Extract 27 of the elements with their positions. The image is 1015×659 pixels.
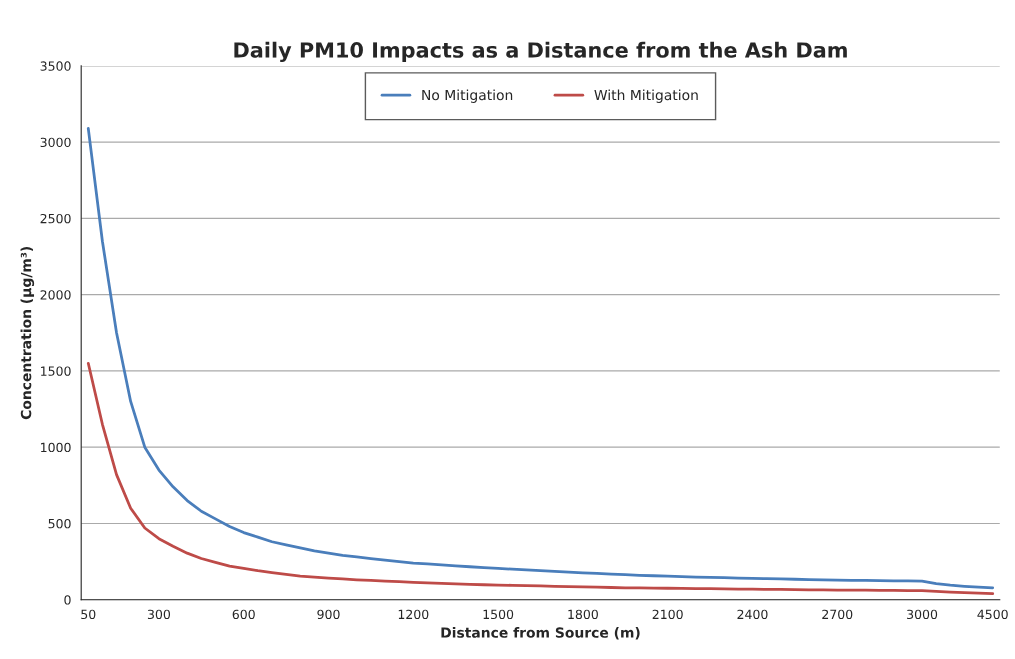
x-tick-label: 2400 [737,609,768,620]
y-tick-label: 3000 [40,137,71,148]
legend-label: No Mitigation [422,89,513,103]
legend-label: With Mitigation [594,89,698,103]
x-tick-label: 50 [81,609,96,620]
y-tick-label: 0 [64,595,71,605]
y-tick-label: 3500 [40,61,71,71]
y-tick-label: 1500 [41,366,71,376]
y-tick-label: 2500 [40,213,71,224]
x-tick-label: 1500 [483,609,514,620]
x-tick-label: 300 [147,609,171,620]
y-tick-label: 1000 [41,442,71,453]
line-series [86,127,995,590]
x-tick-label: 1800 [568,609,598,620]
y-axis-title: Concentration (μg/m³) [20,246,35,420]
x-tick-label: 2700 [822,609,853,620]
x-tick-label: 900 [317,609,340,620]
y-tick-label: 500 [48,518,71,529]
x-tick-label: 2100 [652,609,683,620]
x-tick-label: 1200 [398,609,429,620]
line-series [86,361,995,595]
x-tick-label: 600 [232,609,255,620]
x-tick-label: 4500 [977,609,1008,620]
chart-title: Daily PM10 Impacts as a Distance from the Ash Dam [234,41,847,63]
x-tick-label: 3000 [907,609,938,620]
y-tick-label: 2000 [40,290,71,300]
x-axis-title: Distance from Source (m) [441,627,640,640]
